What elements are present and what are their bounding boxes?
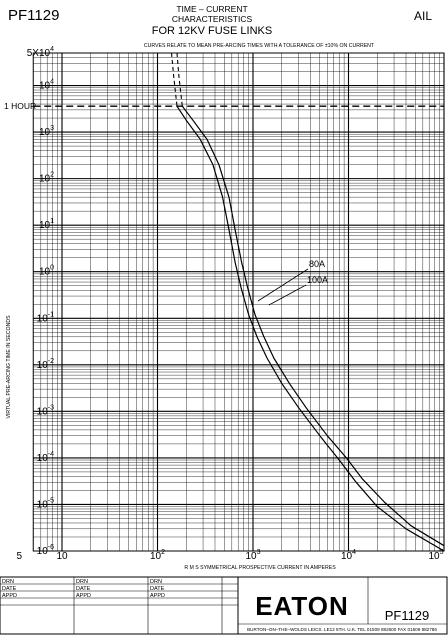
y-tick-label: 10-3 (37, 404, 54, 417)
y-tick-label: 10-6 (37, 544, 54, 557)
y-tick-label: 10-5 (37, 497, 54, 510)
row-date-3: DATE (150, 586, 165, 592)
y-tick-label: 10-1 (37, 311, 54, 324)
curve-100a (181, 105, 445, 547)
row-appd-2: APPD (76, 593, 91, 599)
x-axis-label: R M S SYMMETRICAL PROSPECTIVE CURRENT IN… (184, 565, 336, 571)
maker-label: AIL (414, 9, 432, 23)
y-tick-label: 102 (39, 172, 54, 185)
one-hour-label: 1 HOUR (4, 101, 36, 111)
row-appd-1: APPD (2, 593, 17, 599)
drawing-number: PF1129 (385, 608, 430, 623)
curve-dashed-100a (176, 52, 183, 107)
y-tick-label: 10-4 (37, 451, 54, 464)
series-label-80a: 80A (309, 259, 325, 269)
y-axis-label: VIRTUAL PRE-ARCING TIME IN SECONDS (6, 315, 12, 419)
y-tick-label: 10-2 (37, 358, 54, 371)
x-tick-label: 103 (245, 549, 260, 562)
chart-title-line-1: TIME – CURRENT (176, 4, 247, 14)
y-tick-label: 100 (39, 265, 54, 278)
row-drn-3: DRN (150, 579, 162, 585)
row-date-1: DATE (2, 586, 17, 592)
row-date-2: DATE (76, 586, 91, 592)
title-block: DRN DATE APPD DRN DATE APPD DRN DATE APP… (0, 576, 448, 635)
x-tick-label: 105 (428, 549, 443, 562)
company-address: BURTON–ON–THE–WOLDS LEICS. LE12 5TH. U.K… (247, 627, 437, 632)
fuse-curves (170, 52, 445, 552)
curve-80a (176, 105, 445, 552)
one-hour-reference: 1 HOUR (4, 101, 444, 111)
leader-80a (257, 268, 309, 302)
y-tick-label: 104 (39, 79, 54, 92)
y-tick-label: 103 (39, 125, 54, 138)
y-tick-label: 101 (39, 218, 54, 231)
row-drn-1: DRN (2, 579, 14, 585)
eaton-logo: EATON (255, 591, 349, 621)
x-tick-label: 5 (16, 551, 22, 562)
chart-title-line-3: FOR 12KV FUSE LINKS (152, 25, 272, 37)
row-appd-3: APPD (150, 593, 165, 599)
curve-dashed-80a (170, 52, 178, 107)
x-tick-label: 102 (150, 549, 165, 562)
x-tick-label: 10 (56, 551, 68, 562)
drawing-code-top-left: PF1129 (8, 7, 59, 24)
chart-title-line-2: CHARACTERISTICS (172, 14, 253, 24)
row-drn-2: DRN (76, 579, 88, 585)
series-label-100a: 100A (307, 275, 328, 285)
tolerance-note: CURVES RELATE TO MEAN PRE-ARCING TIMES W… (144, 43, 375, 49)
x-tick-label: 104 (341, 549, 356, 562)
chart-grid (32, 52, 445, 552)
y-tick-label: 5X104 (27, 46, 54, 59)
leader-100a (268, 284, 307, 306)
y-axis-ticks: 5X104 104 103 102 101 100 10-1 10-2 10-3 10-4 10-5… (27, 46, 54, 557)
